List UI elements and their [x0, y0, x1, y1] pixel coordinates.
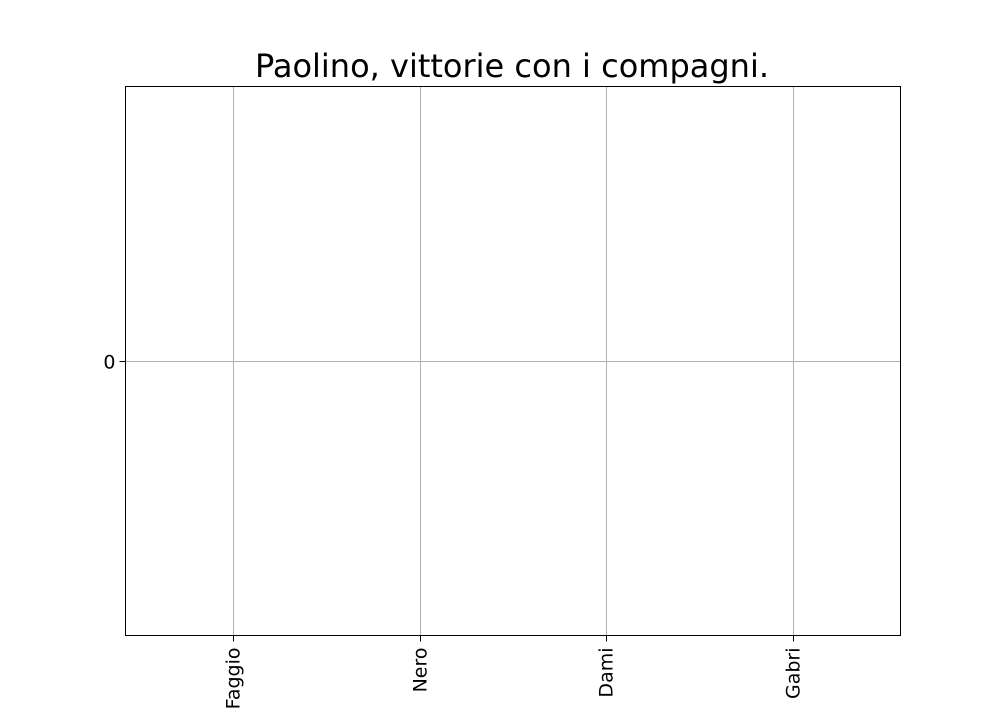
x-tick-label: Faggio [223, 648, 245, 710]
y-axis-ticks: 0 [103, 352, 126, 374]
x-tick-label: Nero [410, 648, 432, 693]
x-axis-ticks: Faggio Nero Dami Gabri [223, 635, 805, 710]
y-tick-label: 0 [103, 352, 115, 374]
x-tick-label: Gabri [783, 648, 805, 700]
x-tick-label: Dami [596, 648, 618, 698]
grid-lines [125, 86, 901, 636]
chart-title: Paolino, vittorie con i compagni. [255, 47, 769, 85]
